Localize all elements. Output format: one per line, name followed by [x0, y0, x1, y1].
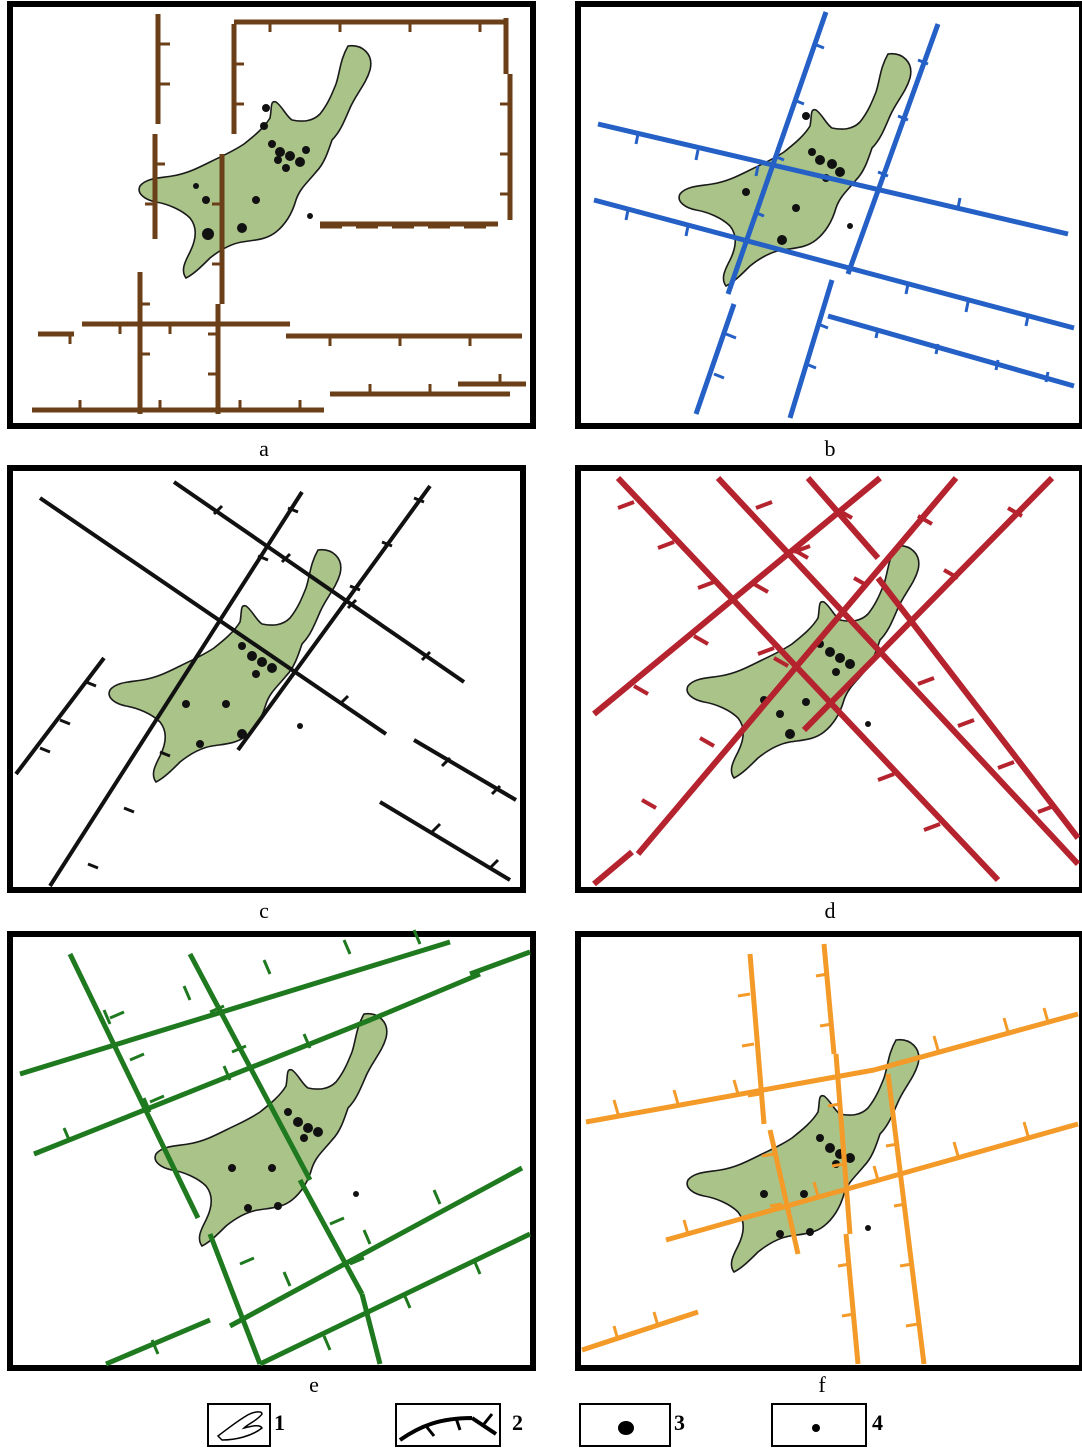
- legend: 1 2 3 4: [207, 1403, 883, 1447]
- panel-a: [7, 1, 536, 429]
- intrusion-points: [742, 112, 853, 245]
- fault-lines: [32, 14, 526, 414]
- intrusion-points: [193, 104, 313, 240]
- legend-number-3: 3: [674, 1410, 685, 1435]
- panel-label-c: c: [259, 898, 269, 923]
- fault-lines: [19, 929, 532, 1367]
- intrusion-points: [228, 1108, 359, 1212]
- legend-item-1: 1: [207, 1403, 285, 1447]
- panel-label-a: a: [259, 436, 269, 461]
- panel-b: [575, 1, 1082, 429]
- fault-lines: [593, 11, 1075, 419]
- fault-lines: [14, 480, 518, 888]
- panel-label-b: b: [825, 436, 836, 461]
- fault-lines: [581, 943, 1079, 1365]
- fault-lines: [592, 475, 1081, 887]
- legend-number-1: 1: [274, 1410, 285, 1435]
- intrusion-points: [760, 640, 871, 739]
- panel-label-e: e: [309, 1372, 319, 1397]
- panel-d: [575, 465, 1082, 893]
- panel-f: [575, 931, 1082, 1371]
- intrusion-points: [182, 642, 303, 748]
- legend-item-2: 2: [395, 1403, 523, 1447]
- panel-label-f: f: [818, 1372, 826, 1397]
- small-dot-icon: [771, 1403, 867, 1447]
- panel-e: [7, 929, 536, 1371]
- legend-item-3: 3: [579, 1403, 685, 1447]
- panel-label-d: d: [825, 898, 836, 923]
- large-dot-icon: [579, 1403, 671, 1447]
- legend-item-4: 4: [771, 1403, 883, 1447]
- legend-number-4: 4: [872, 1410, 883, 1435]
- panel-c: [7, 465, 526, 893]
- legend-number-2: 2: [512, 1410, 523, 1435]
